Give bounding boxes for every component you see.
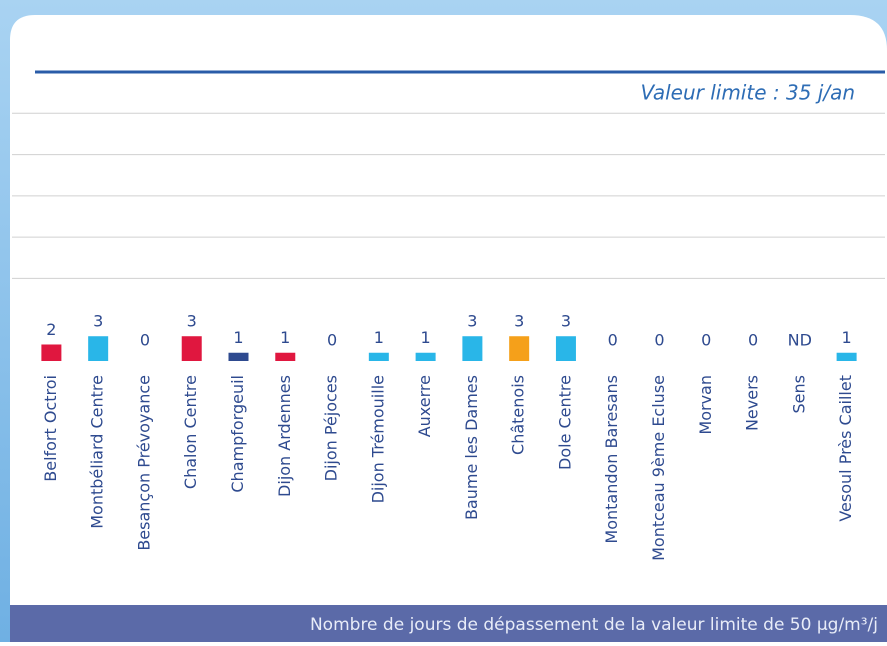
- x-tick-label: Belfort Octroi: [41, 375, 60, 482]
- bar: [41, 344, 62, 361]
- value-label: 0: [608, 331, 618, 350]
- x-axis-label: Nombre de jours de dépassement de la val…: [310, 615, 878, 635]
- x-tick-label: Châtenois: [509, 375, 528, 455]
- bar: [415, 352, 436, 361]
- x-tick-label: Montbéliard Centre: [88, 375, 107, 529]
- x-tick-label: Chalon Centre: [181, 375, 200, 489]
- bar: [228, 352, 249, 361]
- value-label: 2: [46, 320, 56, 339]
- x-tick-label: Morvan: [696, 375, 715, 435]
- value-label: 3: [187, 312, 197, 331]
- bar: [462, 336, 483, 361]
- x-tick-label: Vesoul Près Caillet: [836, 375, 855, 522]
- value-label: 3: [467, 312, 477, 331]
- value-label: 0: [140, 331, 150, 350]
- bar: [88, 336, 109, 361]
- bar: [181, 336, 202, 361]
- panel: [10, 15, 887, 642]
- value-label: 0: [701, 331, 711, 350]
- value-label: 1: [374, 328, 384, 347]
- x-tick-label: Auxerre: [415, 375, 434, 437]
- value-label: 0: [327, 331, 337, 350]
- value-label: 0: [654, 331, 664, 350]
- value-label: 1: [280, 328, 290, 347]
- x-tick-label: Dijon Ardennes: [275, 375, 294, 497]
- x-tick-label: Dijon Péjoces: [322, 375, 341, 481]
- footer-bar: [10, 605, 887, 642]
- x-tick-label: Dijon Trémouille: [368, 375, 387, 503]
- bar: [555, 336, 576, 361]
- value-label: 3: [561, 312, 571, 331]
- value-label: ND: [788, 331, 812, 350]
- bar: [275, 352, 296, 361]
- x-tick-label: Sens: [789, 375, 808, 413]
- x-tick-label: Baume les Dames: [462, 375, 481, 520]
- x-tick-label: Montandon Baresans: [602, 375, 621, 544]
- value-label: 3: [514, 312, 524, 331]
- x-tick-label: Nevers: [743, 375, 762, 431]
- x-tick-label: Champforgeuil: [228, 375, 247, 493]
- value-label: 1: [421, 328, 431, 347]
- value-label: 1: [233, 328, 243, 347]
- bar: [368, 352, 389, 361]
- x-tick-label: Dole Centre: [555, 375, 574, 470]
- value-label: 3: [93, 312, 103, 331]
- x-tick-label: Besançon Prévoyance: [134, 375, 153, 551]
- value-label: 0: [748, 331, 758, 350]
- x-tick-label: Montceau 9ème Ecluse: [649, 375, 668, 561]
- bar: [509, 336, 530, 361]
- bar: [836, 352, 857, 361]
- annotation: Valeur limite : 35 j/an: [640, 81, 855, 105]
- value-label: 1: [842, 328, 852, 347]
